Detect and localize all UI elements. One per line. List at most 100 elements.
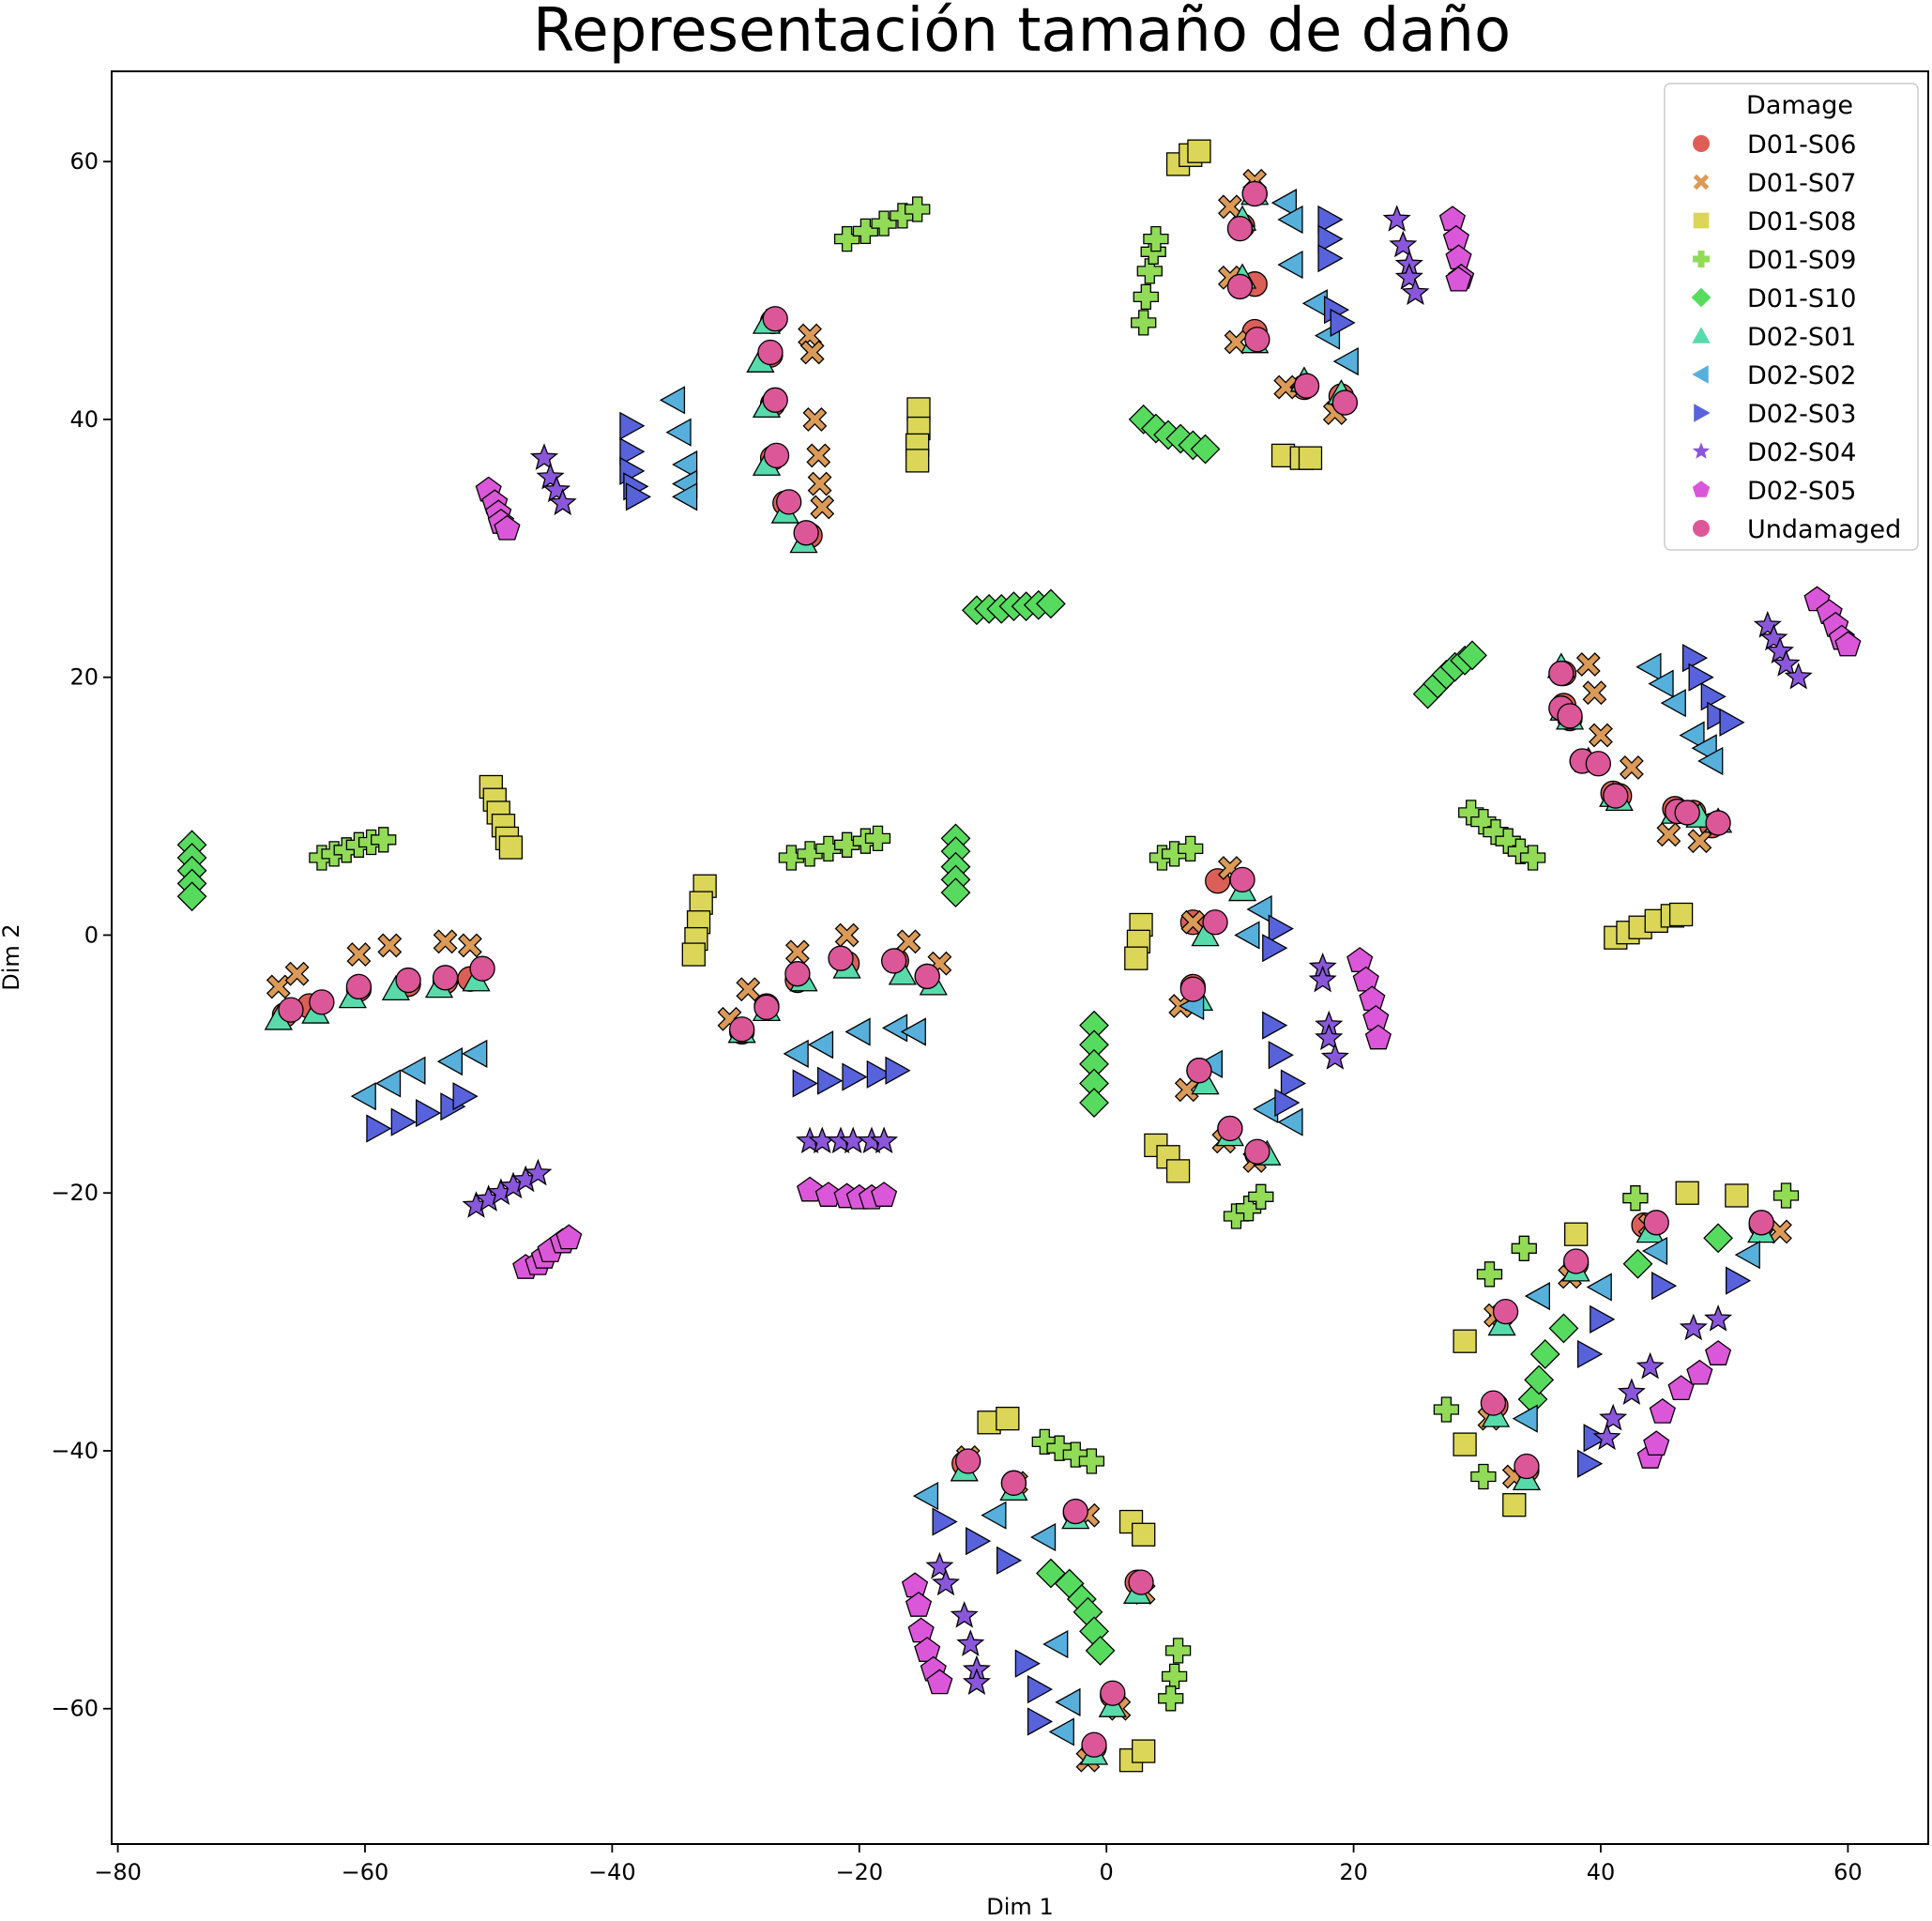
data-point xyxy=(619,411,646,440)
data-point xyxy=(1548,660,1575,687)
data-point xyxy=(1772,649,1801,677)
data-point xyxy=(871,210,897,236)
legend-label: D01-S07 xyxy=(1747,169,1856,198)
data-point xyxy=(1268,914,1294,943)
legend-label: D02-S02 xyxy=(1747,361,1856,390)
data-point xyxy=(284,961,310,986)
legend-marker xyxy=(1692,442,1711,459)
data-point xyxy=(1277,250,1303,280)
data-point xyxy=(345,973,373,1000)
data-point xyxy=(1519,845,1546,871)
data-point xyxy=(1641,1236,1668,1266)
data-point xyxy=(1564,1222,1589,1246)
legend-label: D02-S01 xyxy=(1747,323,1856,352)
y-tick-label: −20 xyxy=(51,1180,99,1206)
data-point xyxy=(400,1056,426,1085)
data-point xyxy=(1241,180,1268,207)
x-tick-label: −40 xyxy=(588,1859,636,1885)
legend: Damage D01-S06 D01-S07 D01-S08 D01-S09 D01-S… xyxy=(1664,83,1919,551)
legend-label: Undamaged xyxy=(1747,515,1901,544)
data-point xyxy=(1457,640,1487,671)
data-point xyxy=(433,929,458,954)
y-axis-label: Dim 2 xyxy=(0,923,24,990)
legend-item: D02-S04 xyxy=(1692,438,1856,467)
legend-item: D01-S10 xyxy=(1691,284,1856,313)
data-point xyxy=(672,482,698,511)
data-point xyxy=(912,1481,939,1511)
series-d01-s09 xyxy=(309,196,1800,1712)
legend-marker xyxy=(1693,135,1710,152)
data-point xyxy=(1576,1449,1604,1478)
data-point xyxy=(415,1098,442,1128)
data-point xyxy=(1589,723,1613,748)
data-point xyxy=(1164,1638,1192,1664)
data-point xyxy=(1262,1011,1288,1040)
data-point xyxy=(792,1069,818,1098)
legend-item: Undamaged xyxy=(1693,515,1901,544)
data-point xyxy=(881,948,907,974)
data-point xyxy=(1705,810,1731,836)
data-point xyxy=(1401,278,1430,306)
data-point xyxy=(807,1030,834,1060)
legend-item: D02-S03 xyxy=(1694,400,1856,429)
data-point xyxy=(1128,1569,1154,1595)
x-tick-label: 20 xyxy=(1339,1859,1368,1885)
data-point xyxy=(1651,1272,1678,1301)
data-point xyxy=(1705,1340,1732,1365)
data-point xyxy=(1226,273,1254,300)
data-point xyxy=(436,1046,464,1076)
data-point xyxy=(905,449,930,473)
data-point xyxy=(1131,310,1157,336)
data-point xyxy=(762,306,788,332)
y-tick-label: 60 xyxy=(69,148,99,175)
legend-label: D02-S03 xyxy=(1747,400,1856,429)
data-point xyxy=(1262,934,1288,963)
data-point xyxy=(1346,947,1374,972)
data-point xyxy=(1674,800,1700,826)
data-point xyxy=(1046,1435,1072,1461)
data-point xyxy=(1190,434,1221,465)
data-point xyxy=(1679,1313,1708,1341)
x-tick-label: 40 xyxy=(1587,1859,1616,1885)
data-point xyxy=(366,1114,392,1143)
data-point xyxy=(1470,1463,1497,1490)
series-d02-s02 xyxy=(350,189,1760,1746)
data-point xyxy=(529,443,559,470)
data-point xyxy=(1274,1088,1301,1118)
data-point xyxy=(1235,1196,1262,1222)
data-point xyxy=(1217,1115,1243,1142)
data-point xyxy=(1270,189,1298,218)
data-point xyxy=(1179,976,1207,1002)
data-point xyxy=(395,967,421,994)
data-point xyxy=(542,475,571,503)
data-point xyxy=(1697,746,1724,776)
data-point xyxy=(966,1527,992,1556)
data-point xyxy=(834,922,860,948)
data-point xyxy=(1244,327,1270,353)
data-point xyxy=(1476,1261,1503,1288)
legend-item: D02-S05 xyxy=(1692,477,1856,506)
data-point xyxy=(625,482,652,511)
data-point xyxy=(852,218,879,245)
data-point xyxy=(1643,1210,1669,1236)
data-point xyxy=(619,437,646,466)
data-point xyxy=(452,1082,479,1111)
legend-item: D01-S09 xyxy=(1693,246,1856,275)
data-point xyxy=(681,942,706,967)
data-point xyxy=(1524,1365,1555,1395)
data-point xyxy=(926,1669,953,1695)
legend-marker xyxy=(1692,365,1709,384)
legend-item: D02-S01 xyxy=(1692,323,1856,352)
data-point xyxy=(1512,1404,1538,1433)
series-d02-s03 xyxy=(366,205,1752,1736)
data-point xyxy=(799,340,825,365)
legend-marker xyxy=(1693,251,1710,267)
data-point xyxy=(1389,230,1418,258)
data-point xyxy=(1081,1731,1107,1758)
data-point xyxy=(1453,1432,1477,1456)
data-point xyxy=(665,418,692,447)
data-point xyxy=(432,965,459,991)
legend-title: Damage xyxy=(1746,91,1853,120)
data-point xyxy=(278,997,304,1023)
